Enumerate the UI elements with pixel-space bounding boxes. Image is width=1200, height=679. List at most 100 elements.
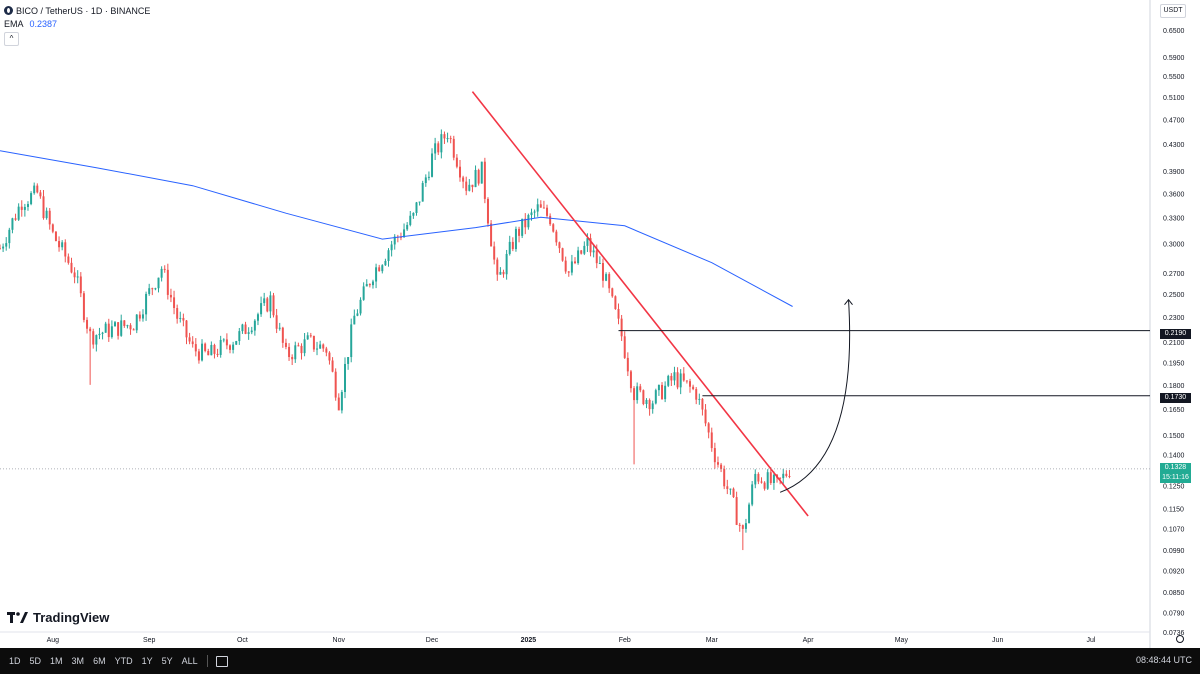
candle-body [375,267,378,282]
currency-button[interactable]: USDT [1160,4,1186,18]
candle-body [272,295,275,316]
candle-body [555,231,558,243]
candle-body [782,473,785,479]
candle-body [511,241,514,250]
candle-body [496,259,499,275]
range-6m[interactable]: 6M [93,656,106,666]
candle-body [583,245,586,254]
ema-legend[interactable]: EMA 0.2387 [4,18,150,30]
candle-body [219,339,222,355]
range-1m[interactable]: 1M [50,656,63,666]
price-tick-label: 0.2300 [1163,315,1185,322]
candle-body [465,181,468,191]
candle-body [670,375,673,381]
candle-body [344,363,346,393]
candle-body [353,315,356,325]
candle-body [620,318,623,337]
candle-body [64,242,67,257]
candle-body [294,345,297,360]
candle-body [766,472,769,489]
range-3m[interactable]: 3M [71,656,85,666]
candle-body [244,324,247,334]
range-5y[interactable]: 5Y [161,656,173,666]
range-1d[interactable]: 1D [9,656,21,666]
candle-body [2,246,5,249]
candle-body [362,286,365,300]
range-all[interactable]: ALL [181,656,198,666]
candle-body [431,153,434,177]
candle-body [682,373,685,381]
candle-body [564,260,567,272]
candle-body [477,169,480,184]
candle-body [586,238,589,246]
last-price-value: 0.1328 [1164,464,1187,471]
candle-body [387,250,390,261]
range-5d[interactable]: 5D [29,656,42,666]
candle-body [713,448,716,463]
candle-body [530,212,533,216]
candle-body [542,207,545,209]
range-1y[interactable]: 1Y [141,656,153,666]
candle-body [629,371,632,389]
candle-body [446,138,449,140]
candle-body [278,327,281,329]
candle-body [527,215,530,228]
candle-body [26,204,29,207]
candle-body [692,386,695,390]
candle-body [443,134,446,139]
ema-label: EMA [4,19,24,29]
candle-body [735,497,738,525]
price-tick-label: 0.3000 [1163,242,1185,249]
price-tick-label: 0.2100 [1163,340,1185,347]
price-tick-label: 0.6500 [1163,28,1185,35]
candle-body [82,293,85,320]
candle-body [182,317,185,321]
candle-body [157,277,160,289]
price-tick-label: 0.0990 [1163,548,1185,555]
bico-coin-icon [4,6,13,15]
candle-body [117,322,120,336]
candle-body [723,468,726,487]
price-tick-label: 0.0790 [1163,610,1185,617]
level-tag-1: 0.2190 [1160,329,1191,339]
candle-body [316,348,319,350]
symbol-legend: BICO / TetherUS · 1D · BINANCE EMA 0.238… [4,4,150,46]
collapse-legend-button[interactable]: ^ [4,32,19,46]
tradingview-logo[interactable]: TradingView [7,610,109,625]
candle-body [120,320,123,336]
drawings[interactable] [0,91,1150,517]
price-tick-label: 0.1500 [1163,433,1185,440]
symbol-title[interactable]: BICO / TetherUS · 1D · BINANCE [16,5,151,16]
candle-body [648,399,651,410]
calendar-icon[interactable] [215,655,228,667]
candle-body [154,288,157,290]
price-tick-label: 0.3900 [1163,169,1185,176]
range-ytd[interactable]: YTD [114,656,133,666]
projection-arrow [779,299,851,493]
candle-body [664,385,667,400]
time-tick-label: Aug [47,637,60,644]
time-axis: Aug Sep Oct Nov Dec 2025 Feb Mar Apr May Jun Jul [47,635,1184,644]
candle-body [89,328,92,332]
candle-body [176,308,179,319]
time-tick-label: Mar [706,637,719,644]
candle-body [54,231,57,242]
candle-body [505,253,508,275]
candle-body [194,344,197,352]
price-axis-border [0,0,1151,648]
clock-utc[interactable]: 08:48:44 UTC [1135,655,1192,665]
candle-body [263,298,266,304]
candle-body [521,218,524,236]
candle-body [769,472,772,483]
candle-body [726,486,729,489]
candle-body [350,324,353,358]
candle-body [173,297,176,309]
candle-body [368,284,371,286]
candle-body [288,346,291,358]
candle-body [306,335,309,340]
candle-body [163,268,166,270]
candle-body [291,357,294,360]
price-tick-label: 0.3300 [1163,215,1185,222]
